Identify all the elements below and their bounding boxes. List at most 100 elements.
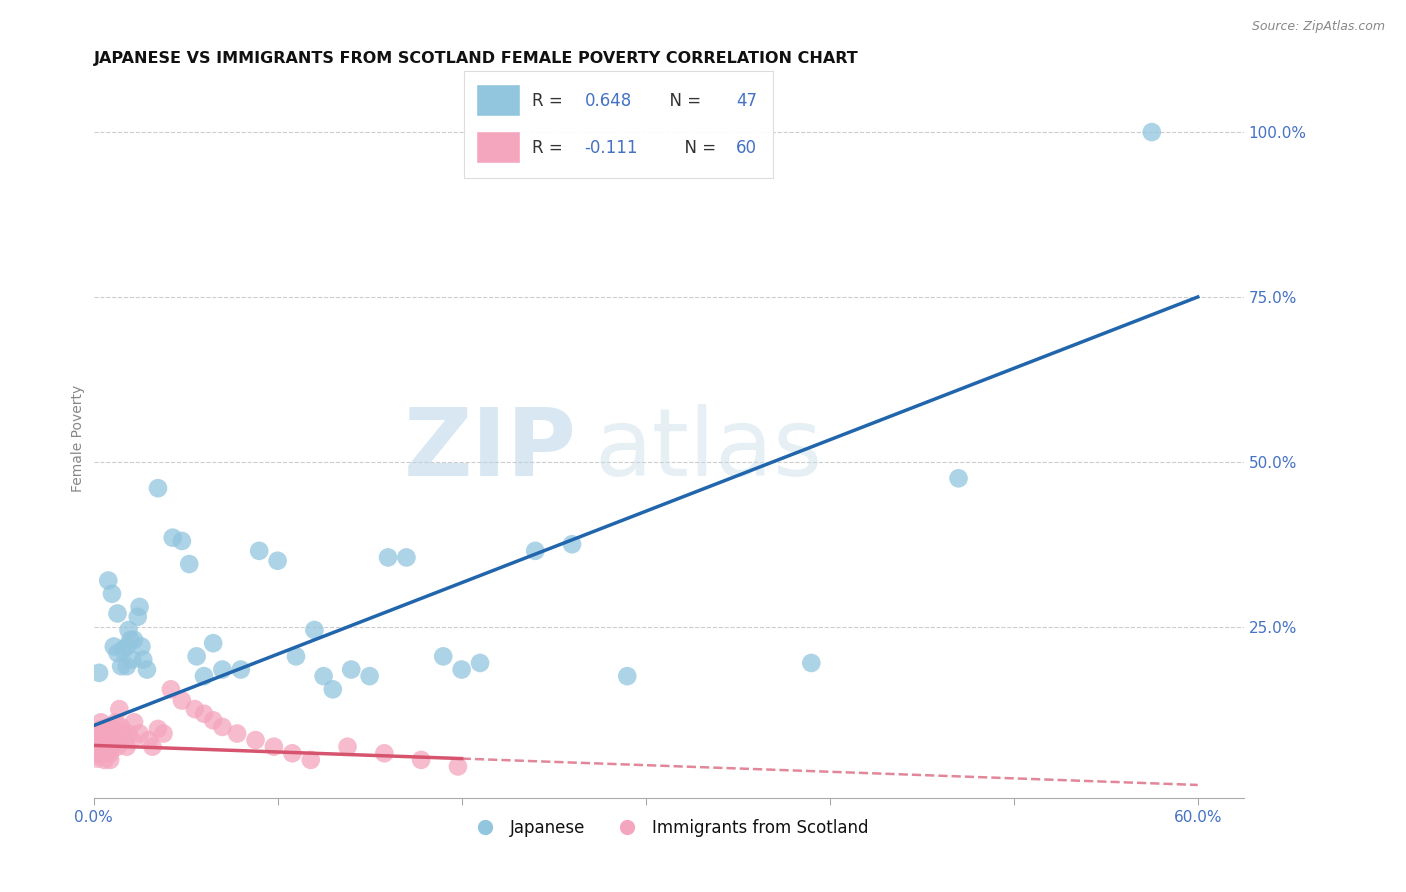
Point [93, 753, 115, 767]
Point [97, 574, 120, 588]
Point [98, 726, 121, 740]
Point [162, 531, 184, 545]
Point [107, 607, 129, 621]
Point [121, 653, 143, 667]
Point [800, 656, 823, 670]
Point [122, 715, 145, 730]
Point [373, 747, 395, 761]
Point [524, 544, 547, 558]
Point [186, 649, 208, 664]
Point [86, 751, 108, 765]
Point [114, 733, 136, 747]
Point [131, 640, 153, 654]
Point [117, 726, 139, 740]
Point [101, 587, 124, 601]
Point [93, 722, 115, 736]
Point [616, 669, 638, 683]
Point [336, 739, 359, 754]
Point [103, 640, 125, 654]
Point [395, 550, 418, 565]
Point [141, 739, 163, 754]
Point [97, 735, 120, 749]
Point [138, 733, 160, 747]
Point [115, 659, 138, 673]
Point [91, 726, 114, 740]
Text: atlas: atlas [593, 403, 823, 496]
Point [312, 669, 335, 683]
Point [377, 550, 399, 565]
Text: R =: R = [531, 93, 568, 111]
Point [132, 653, 155, 667]
Legend: Japanese, Immigrants from Scotland: Japanese, Immigrants from Scotland [463, 813, 876, 844]
Point [146, 722, 169, 736]
Point [202, 714, 225, 728]
Point [127, 609, 149, 624]
Point [104, 715, 127, 730]
Y-axis label: Female Poverty: Female Poverty [72, 385, 86, 492]
Point [87, 725, 110, 739]
Text: ZIP: ZIP [404, 403, 576, 496]
Point [87, 739, 110, 753]
Point [96, 739, 118, 754]
Point [90, 722, 112, 736]
Point [117, 623, 139, 637]
Point [447, 759, 470, 773]
Point [245, 733, 267, 747]
Point [170, 693, 193, 707]
Point [91, 747, 114, 761]
Point [107, 739, 129, 754]
Point [229, 663, 252, 677]
Point [101, 733, 124, 747]
Point [103, 726, 125, 740]
Point [170, 533, 193, 548]
Text: 60: 60 [737, 139, 758, 157]
Point [111, 726, 134, 740]
Point [146, 481, 169, 495]
Point [1140, 125, 1163, 139]
Text: N =: N = [675, 139, 721, 157]
Point [87, 665, 110, 680]
Point [247, 544, 270, 558]
Point [98, 753, 121, 767]
Text: N =: N = [659, 93, 706, 111]
Point [160, 682, 183, 697]
Point [211, 720, 233, 734]
Point [128, 599, 150, 614]
Point [101, 739, 124, 754]
Point [211, 663, 233, 677]
Point [87, 747, 110, 761]
Point [411, 753, 433, 767]
Point [86, 731, 108, 746]
Point [948, 471, 970, 485]
Point [115, 640, 138, 654]
Point [432, 649, 454, 664]
Point [359, 669, 381, 683]
Point [226, 726, 249, 740]
Point [103, 722, 125, 736]
FancyBboxPatch shape [477, 84, 520, 116]
Point [110, 659, 132, 673]
Point [285, 649, 308, 664]
Text: 0.648: 0.648 [585, 93, 631, 111]
Text: Source: ZipAtlas.com: Source: ZipAtlas.com [1251, 20, 1385, 33]
Point [90, 735, 112, 749]
Point [128, 726, 150, 740]
Text: R =: R = [531, 139, 568, 157]
FancyBboxPatch shape [477, 131, 520, 163]
Point [281, 747, 304, 761]
Point [468, 656, 491, 670]
Text: JAPANESE VS IMMIGRANTS FROM SCOTLAND FEMALE POVERTY CORRELATION CHART: JAPANESE VS IMMIGRANTS FROM SCOTLAND FEM… [94, 51, 858, 66]
Point [120, 632, 142, 647]
Text: 47: 47 [737, 93, 758, 111]
Point [93, 733, 115, 747]
Point [304, 623, 326, 637]
Point [299, 753, 322, 767]
Point [263, 739, 285, 754]
Point [322, 682, 344, 697]
Point [193, 706, 215, 721]
Point [561, 537, 583, 551]
Point [108, 702, 131, 716]
Point [115, 739, 138, 754]
Point [96, 729, 118, 743]
Point [193, 669, 215, 683]
